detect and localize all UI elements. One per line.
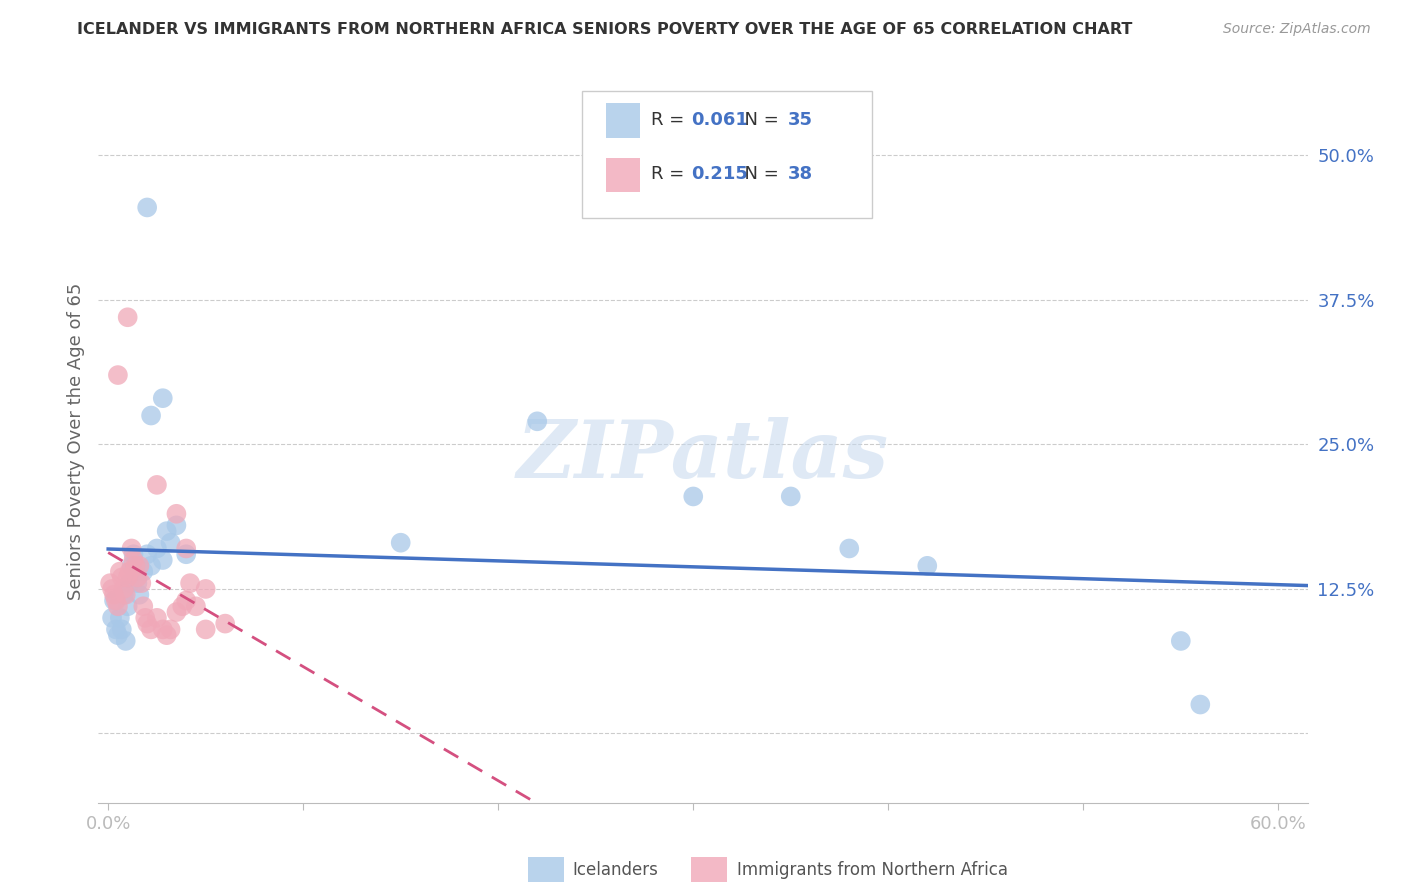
Point	[184, 599, 207, 614]
FancyBboxPatch shape	[606, 158, 640, 193]
Point	[194, 623, 217, 637]
Point	[121, 558, 143, 573]
Point	[107, 628, 129, 642]
Point	[98, 576, 121, 591]
Point	[139, 623, 162, 637]
Point	[179, 576, 201, 591]
Point	[117, 310, 139, 325]
Point	[139, 558, 162, 573]
Point	[101, 582, 124, 596]
Point	[108, 565, 131, 579]
Point	[172, 599, 194, 614]
Point	[107, 599, 129, 614]
Point	[156, 628, 179, 642]
Point	[917, 558, 939, 573]
FancyBboxPatch shape	[690, 857, 727, 882]
FancyBboxPatch shape	[527, 857, 564, 882]
Point	[108, 611, 131, 625]
Point	[104, 593, 127, 607]
Point	[131, 576, 153, 591]
Point	[134, 611, 156, 625]
Point	[122, 547, 145, 561]
Point	[165, 605, 187, 619]
Point	[156, 524, 179, 538]
Point	[111, 570, 134, 584]
Text: R =: R =	[651, 165, 690, 183]
Point	[174, 541, 197, 556]
Point	[114, 588, 136, 602]
Point	[127, 570, 149, 584]
Point	[111, 623, 134, 637]
Text: 35: 35	[787, 111, 813, 129]
Point	[174, 547, 197, 561]
Point	[124, 565, 146, 579]
Point	[103, 593, 125, 607]
Point	[107, 368, 129, 382]
Point	[112, 582, 135, 596]
Point	[101, 611, 124, 625]
Text: R =: R =	[651, 111, 690, 129]
Point	[114, 634, 136, 648]
Point	[121, 541, 143, 556]
Y-axis label: Seniors Poverty Over the Age of 65: Seniors Poverty Over the Age of 65	[66, 283, 84, 600]
Point	[214, 616, 236, 631]
Point	[124, 558, 146, 573]
Point	[152, 553, 174, 567]
Point	[127, 576, 149, 591]
Text: N =: N =	[734, 111, 785, 129]
Text: ICELANDER VS IMMIGRANTS FROM NORTHERN AFRICA SENIORS POVERTY OVER THE AGE OF 65 : ICELANDER VS IMMIGRANTS FROM NORTHERN AF…	[77, 22, 1133, 37]
Text: Icelanders: Icelanders	[572, 861, 658, 879]
Text: Immigrants from Northern Africa: Immigrants from Northern Africa	[737, 861, 1008, 879]
Point	[117, 599, 139, 614]
Point	[152, 623, 174, 637]
Point	[146, 478, 169, 492]
Point	[1170, 634, 1192, 648]
Point	[132, 565, 155, 579]
Point	[112, 588, 135, 602]
Point	[174, 593, 197, 607]
Point	[118, 576, 141, 591]
Point	[389, 535, 412, 549]
Point	[104, 623, 127, 637]
Point	[146, 611, 169, 625]
Text: 0.215: 0.215	[690, 165, 748, 183]
Point	[1189, 698, 1212, 712]
Point	[159, 535, 181, 549]
Point	[165, 518, 187, 533]
Point	[152, 391, 174, 405]
Point	[682, 490, 704, 504]
Point	[159, 623, 181, 637]
Text: N =: N =	[734, 165, 785, 183]
Point	[136, 616, 159, 631]
Point	[194, 582, 217, 596]
Text: 38: 38	[787, 165, 813, 183]
Point	[117, 570, 139, 584]
Point	[146, 541, 169, 556]
Point	[838, 541, 860, 556]
Point	[132, 599, 155, 614]
Text: ZIPatlas: ZIPatlas	[517, 417, 889, 495]
Point	[103, 588, 125, 602]
Point	[139, 409, 162, 423]
Point	[118, 565, 141, 579]
FancyBboxPatch shape	[582, 91, 872, 218]
Text: 0.061: 0.061	[690, 111, 748, 129]
Point	[136, 201, 159, 215]
Point	[136, 547, 159, 561]
Text: Source: ZipAtlas.com: Source: ZipAtlas.com	[1223, 22, 1371, 37]
Point	[779, 490, 801, 504]
Point	[165, 507, 187, 521]
FancyBboxPatch shape	[606, 103, 640, 138]
Point	[128, 558, 150, 573]
Point	[526, 414, 548, 428]
Point	[122, 553, 145, 567]
Point	[128, 588, 150, 602]
